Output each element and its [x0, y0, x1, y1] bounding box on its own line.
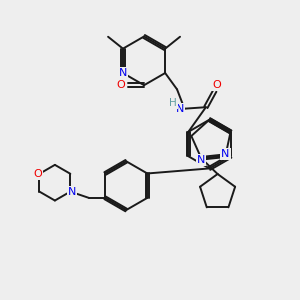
Text: O: O: [212, 80, 221, 90]
Text: N: N: [176, 104, 184, 114]
Text: O: O: [117, 80, 125, 90]
Text: N: N: [197, 155, 206, 165]
Text: N: N: [119, 68, 127, 78]
Text: N: N: [68, 187, 76, 196]
Text: O: O: [34, 169, 42, 179]
Text: H: H: [169, 98, 177, 108]
Text: N: N: [221, 149, 230, 159]
